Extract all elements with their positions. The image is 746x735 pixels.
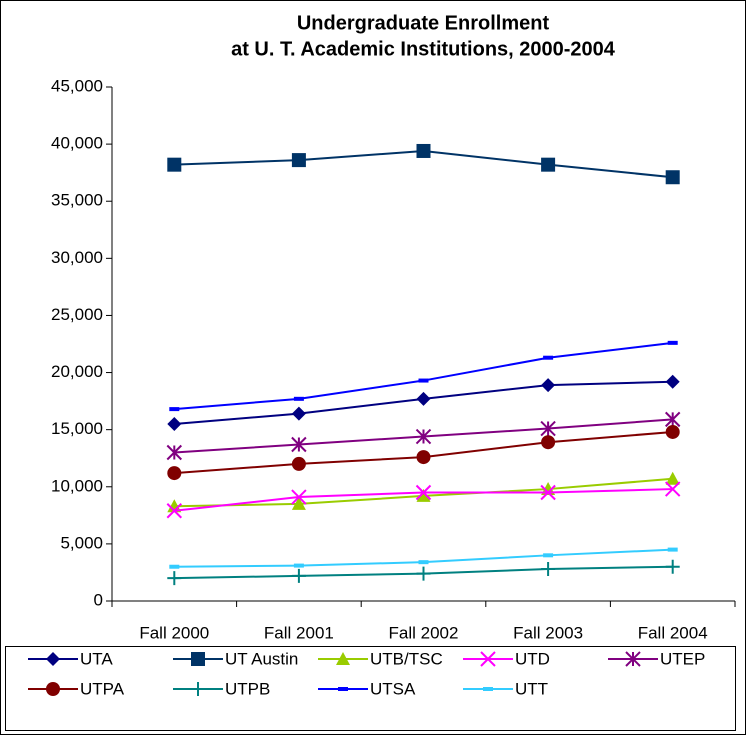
marker bbox=[293, 563, 304, 568]
marker bbox=[665, 424, 680, 439]
legend-box bbox=[5, 646, 736, 731]
legend-label: UTA bbox=[80, 649, 113, 668]
x-tick-label: Fall 2001 bbox=[264, 623, 334, 642]
marker bbox=[543, 553, 554, 558]
y-tick-label: 45,000 bbox=[51, 76, 103, 95]
marker bbox=[46, 682, 60, 696]
y-tick-label: 0 bbox=[94, 590, 103, 609]
legend-label: UTB/TSC bbox=[370, 649, 443, 668]
marker bbox=[291, 153, 306, 168]
y-tick-label: 25,000 bbox=[51, 305, 103, 324]
y-tick-label: 40,000 bbox=[51, 134, 103, 153]
marker bbox=[166, 444, 183, 461]
marker bbox=[483, 687, 493, 691]
y-tick-label: 5,000 bbox=[60, 533, 103, 552]
x-tick-label: Fall 2003 bbox=[513, 623, 583, 642]
marker bbox=[665, 374, 680, 389]
marker bbox=[665, 559, 680, 574]
marker bbox=[540, 484, 556, 501]
marker bbox=[541, 157, 556, 172]
marker bbox=[293, 396, 304, 401]
marker bbox=[415, 484, 432, 501]
y-tick-label: 20,000 bbox=[51, 362, 103, 381]
y-tick-label: 35,000 bbox=[51, 191, 103, 210]
marker bbox=[167, 157, 182, 172]
marker bbox=[625, 651, 641, 667]
chart-title: Undergraduate Enrollment bbox=[297, 12, 550, 34]
marker bbox=[664, 411, 681, 428]
legend-label: UTSA bbox=[370, 679, 416, 698]
y-tick-label: 10,000 bbox=[51, 476, 103, 495]
marker bbox=[46, 652, 60, 666]
marker bbox=[418, 560, 429, 565]
x-tick-label: Fall 2000 bbox=[139, 623, 209, 642]
marker bbox=[191, 652, 205, 666]
legend-label: UTEP bbox=[660, 649, 705, 668]
marker bbox=[416, 450, 431, 465]
marker bbox=[541, 435, 556, 450]
marker bbox=[338, 687, 348, 691]
x-tick-label: Fall 2004 bbox=[638, 623, 708, 642]
legend-label: UTPA bbox=[80, 679, 125, 698]
marker bbox=[416, 566, 431, 581]
legend-label: UTPB bbox=[225, 679, 270, 698]
marker bbox=[291, 568, 306, 583]
y-tick-label: 15,000 bbox=[51, 419, 103, 438]
marker bbox=[167, 466, 182, 481]
marker bbox=[415, 428, 432, 445]
marker bbox=[169, 564, 180, 569]
marker bbox=[541, 378, 556, 393]
marker bbox=[416, 143, 431, 158]
x-tick-label: Fall 2002 bbox=[389, 623, 459, 642]
marker bbox=[291, 489, 307, 505]
marker bbox=[667, 547, 678, 552]
marker bbox=[416, 488, 431, 502]
marker bbox=[336, 652, 350, 665]
marker bbox=[480, 651, 496, 667]
marker bbox=[167, 499, 182, 513]
marker bbox=[167, 416, 182, 431]
marker bbox=[664, 481, 681, 497]
marker bbox=[418, 378, 429, 383]
marker bbox=[540, 420, 556, 437]
marker bbox=[543, 355, 554, 360]
marker bbox=[291, 406, 306, 421]
chart-title: at U. T. Academic Institutions, 2000-200… bbox=[231, 38, 616, 60]
marker bbox=[416, 391, 431, 406]
marker bbox=[291, 436, 307, 453]
marker bbox=[665, 170, 680, 185]
marker bbox=[167, 571, 182, 586]
marker bbox=[191, 682, 205, 696]
marker bbox=[166, 503, 183, 519]
marker bbox=[667, 340, 678, 345]
marker bbox=[291, 456, 306, 471]
legend-label: UT Austin bbox=[225, 649, 298, 668]
marker bbox=[291, 496, 306, 510]
y-tick-label: 30,000 bbox=[51, 248, 103, 267]
marker bbox=[169, 407, 180, 412]
legend-label: UTT bbox=[515, 679, 548, 698]
marker bbox=[541, 562, 556, 577]
legend-label: UTD bbox=[515, 649, 550, 668]
marker bbox=[665, 471, 680, 485]
